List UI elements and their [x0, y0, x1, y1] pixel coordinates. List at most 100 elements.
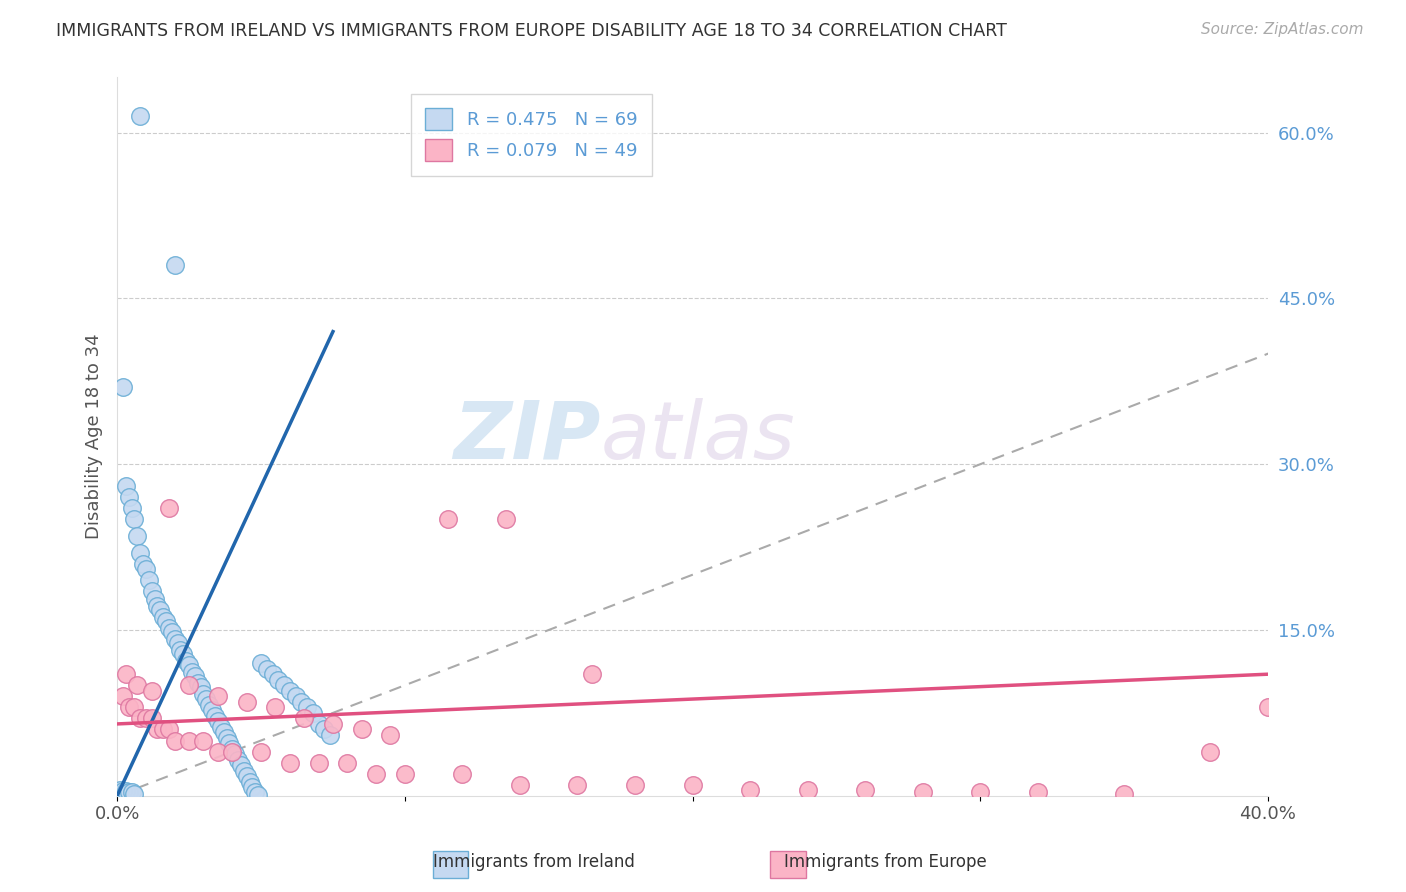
Y-axis label: Disability Age 18 to 34: Disability Age 18 to 34	[86, 334, 103, 540]
Text: Immigrants from Ireland: Immigrants from Ireland	[433, 853, 636, 871]
Point	[138, 574, 160, 588]
Point	[198, 698, 221, 713]
Point	[314, 723, 336, 737]
Point	[174, 654, 197, 668]
Point	[141, 584, 163, 599]
Point	[201, 702, 224, 716]
Point	[129, 109, 152, 123]
Point	[118, 491, 141, 505]
Point	[124, 787, 146, 801]
Point	[509, 778, 531, 792]
Point	[124, 700, 146, 714]
FancyBboxPatch shape	[770, 851, 806, 878]
Text: Immigrants from Europe: Immigrants from Europe	[785, 853, 987, 871]
Point	[278, 683, 301, 698]
Point	[322, 717, 344, 731]
Point	[114, 479, 136, 493]
Point	[264, 700, 287, 714]
Point	[682, 778, 704, 792]
Point	[262, 667, 284, 681]
Point	[155, 614, 177, 628]
Point	[166, 636, 188, 650]
Point	[179, 733, 201, 747]
Point	[238, 775, 260, 789]
Point	[195, 691, 218, 706]
Text: ZIP: ZIP	[453, 398, 600, 475]
Point	[1257, 700, 1279, 714]
Point	[121, 785, 143, 799]
Point	[169, 643, 191, 657]
Point	[394, 766, 416, 780]
Point	[232, 764, 254, 779]
Point	[121, 501, 143, 516]
Point	[1026, 785, 1049, 799]
Point	[181, 665, 204, 679]
Point	[129, 711, 152, 725]
Point	[295, 700, 318, 714]
Point	[567, 778, 589, 792]
Point	[212, 724, 235, 739]
Point	[215, 731, 238, 746]
Point	[204, 709, 226, 723]
Point	[267, 673, 290, 687]
Point	[127, 678, 149, 692]
Point	[247, 788, 270, 802]
Point	[242, 780, 264, 794]
Point	[308, 717, 330, 731]
Point	[179, 678, 201, 692]
Point	[190, 681, 212, 695]
Text: Source: ZipAtlas.com: Source: ZipAtlas.com	[1201, 22, 1364, 37]
FancyBboxPatch shape	[433, 851, 468, 878]
Point	[1112, 787, 1135, 801]
Point	[245, 785, 267, 799]
Point	[114, 667, 136, 681]
Point	[256, 662, 278, 676]
Point	[229, 757, 252, 772]
Point	[207, 714, 229, 728]
Point	[969, 785, 991, 799]
Point	[184, 669, 207, 683]
Point	[209, 720, 232, 734]
Point	[146, 599, 169, 613]
Point	[301, 706, 323, 720]
Point	[364, 766, 387, 780]
Point	[738, 783, 761, 797]
Point	[146, 723, 169, 737]
Point	[853, 783, 876, 797]
Point	[114, 784, 136, 798]
Point	[796, 783, 818, 797]
Point	[135, 711, 157, 725]
Point	[308, 756, 330, 770]
Point	[108, 783, 131, 797]
Point	[221, 742, 243, 756]
Point	[1199, 745, 1222, 759]
Point	[235, 769, 257, 783]
Legend: R = 0.475   N = 69, R = 0.079   N = 49: R = 0.475 N = 69, R = 0.079 N = 49	[411, 94, 652, 176]
Point	[111, 690, 134, 704]
Point	[451, 766, 474, 780]
Point	[111, 784, 134, 798]
Point	[207, 690, 229, 704]
Point	[290, 695, 312, 709]
Point	[250, 745, 273, 759]
Point	[143, 592, 166, 607]
Point	[179, 658, 201, 673]
Point	[141, 683, 163, 698]
Point	[193, 687, 215, 701]
Point	[141, 711, 163, 725]
Point	[172, 648, 194, 662]
Point	[911, 785, 934, 799]
Point	[129, 546, 152, 560]
Point	[149, 603, 172, 617]
Point	[132, 557, 155, 571]
Point	[163, 632, 186, 646]
Point	[495, 512, 517, 526]
Point	[160, 625, 183, 640]
Point	[187, 676, 209, 690]
Point	[207, 745, 229, 759]
Point	[124, 512, 146, 526]
Point	[336, 756, 359, 770]
Point	[235, 695, 257, 709]
Point	[437, 512, 460, 526]
Text: IMMIGRANTS FROM IRELAND VS IMMIGRANTS FROM EUROPE DISABILITY AGE 18 TO 34 CORREL: IMMIGRANTS FROM IRELAND VS IMMIGRANTS FR…	[56, 22, 1007, 40]
